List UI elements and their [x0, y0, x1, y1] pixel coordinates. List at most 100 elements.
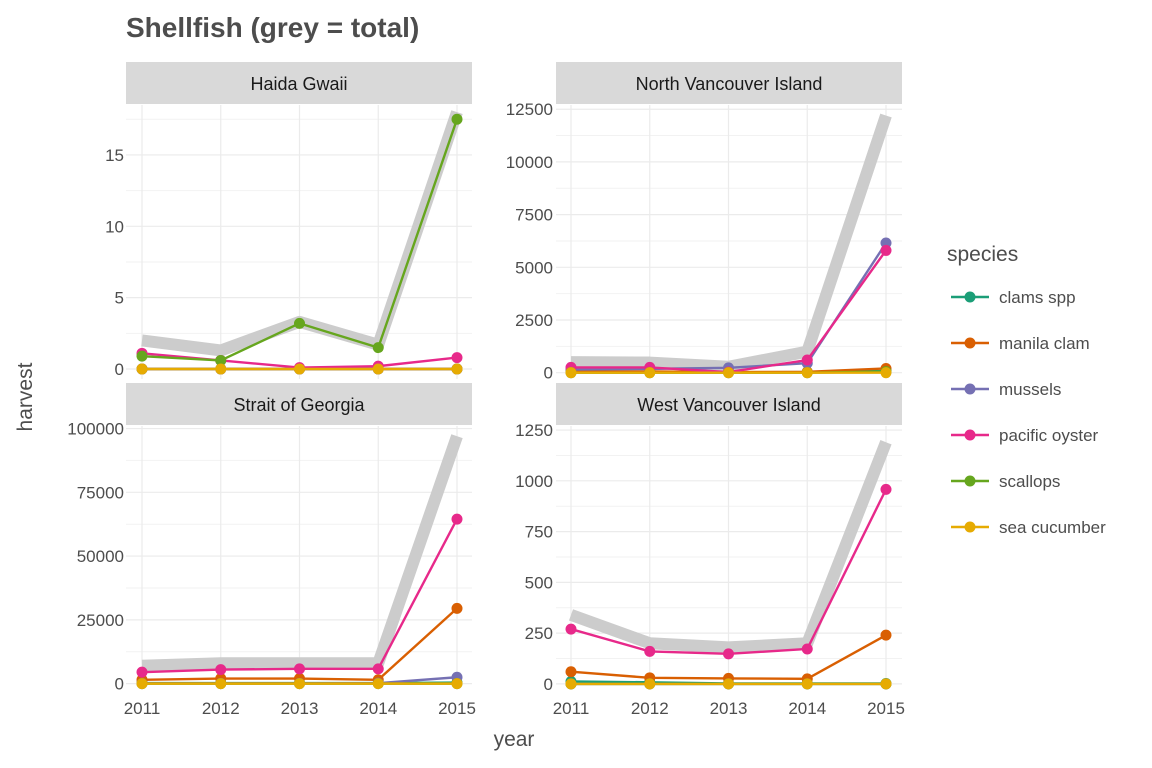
x-tick-label: 2013 [281, 699, 319, 718]
panel-strait-of-georgia: Strait of Georgia 0 25000 50000 75000 100000 2… [67, 383, 476, 718]
y-tick-label: 1250 [515, 421, 553, 440]
y-tick-label: 10000 [506, 153, 553, 172]
data-point-pacific-oyster [723, 648, 734, 660]
panel-west-vancouver-island: West Vancouver Island 0 250 500 750 1000 1250 2… [515, 383, 905, 718]
data-point-scallops [215, 354, 227, 366]
x-axis-title: year [494, 728, 535, 751]
data-point-sea-cucumber [215, 363, 227, 375]
data-point-sea-cucumber [294, 678, 305, 690]
data-point-pacific-oyster [880, 244, 892, 256]
x-tick-label: 2011 [124, 699, 161, 718]
data-point-sea-cucumber [801, 678, 813, 690]
x-tick-label: 2012 [631, 699, 669, 718]
data-point-scallops [294, 317, 305, 329]
data-point-sea-cucumber [723, 678, 734, 690]
y-tick-label: 25000 [77, 611, 124, 630]
y-tick-label: 100000 [67, 420, 124, 439]
legend-key-point [964, 337, 976, 349]
legend-item: mussels [951, 380, 1061, 399]
facet-label: West Vancouver Island [637, 395, 820, 415]
data-point-sea-cucumber [451, 678, 463, 690]
legend-item: manila clam [951, 334, 1090, 353]
data-point-sea-cucumber [215, 678, 227, 690]
total-line [568, 440, 892, 654]
data-point-pacific-oyster [451, 513, 463, 525]
facet-label: Haida Gwaii [250, 74, 347, 94]
facet-strip [126, 383, 472, 425]
y-tick-label: 2500 [515, 311, 553, 330]
data-point-sea-cucumber [565, 678, 577, 690]
data-point-pacific-oyster [451, 352, 463, 364]
legend-item: clams spp [951, 288, 1076, 307]
legend-label: pacific oyster [999, 426, 1099, 445]
y-tick-label: 500 [525, 573, 553, 592]
y-tick-label: 12500 [506, 100, 553, 119]
legend-item: sea cucumber [951, 518, 1106, 537]
legend-label: sea cucumber [999, 518, 1106, 537]
data-point-manila-clam [451, 602, 463, 614]
facet-strip [556, 383, 902, 425]
x-tick-label: 2013 [710, 699, 748, 718]
facet-strip [126, 62, 472, 104]
data-point-sea-cucumber [644, 367, 656, 379]
legend-item: pacific oyster [951, 426, 1099, 445]
facet-label: Strait of Georgia [233, 395, 365, 415]
x-tick-label: 2014 [359, 699, 397, 718]
panel-haida-gwaii: Haida Gwaii 0 5 10 15 [105, 62, 472, 379]
data-point-pacific-oyster [565, 623, 577, 635]
data-point-pacific-oyster [215, 664, 227, 676]
data-point-pacific-oyster [880, 483, 892, 495]
data-point-scallops [136, 350, 148, 362]
y-tick-label: 75000 [77, 483, 124, 502]
data-point-pacific-oyster [372, 663, 384, 675]
data-point-sea-cucumber [880, 367, 892, 379]
legend-label: scallops [999, 472, 1060, 491]
facet-strip [556, 62, 902, 104]
panel-north-vancouver-island: North Vancouver Island 0 2500 5000 7500 10000… [506, 62, 902, 383]
y-tick-label: 5 [115, 289, 124, 308]
legend-label: manila clam [999, 334, 1090, 353]
x-tick-label: 2015 [867, 699, 905, 718]
y-tick-label: 250 [525, 624, 553, 643]
x-tick-label: 2011 [553, 699, 590, 718]
data-point-pacific-oyster [801, 354, 813, 366]
data-point-manila-clam [565, 666, 577, 678]
x-tick-label: 2012 [202, 699, 240, 718]
facet-label: North Vancouver Island [636, 74, 823, 94]
legend-key-point [964, 521, 976, 533]
data-point-sea-cucumber [565, 367, 577, 379]
legend-key-point [964, 291, 976, 303]
data-point-manila-clam [880, 629, 892, 641]
data-point-scallops [372, 342, 384, 354]
data-point-sea-cucumber [880, 678, 892, 690]
y-axis-title: harvest [14, 362, 37, 431]
data-point-pacific-oyster [801, 643, 813, 655]
y-tick-label: 15 [105, 146, 124, 165]
legend-title: species [947, 243, 1018, 266]
data-point-sea-cucumber [801, 367, 813, 379]
data-point-pacific-oyster [294, 663, 305, 675]
y-tick-label: 0 [544, 364, 553, 383]
y-tick-label: 0 [115, 675, 124, 694]
y-tick-label: 10 [105, 217, 124, 236]
legend: species clams spp manila clam mussels pacif… [947, 243, 1106, 537]
data-point-sea-cucumber [644, 678, 656, 690]
data-point-sea-cucumber [136, 363, 148, 375]
legend-key-point [964, 475, 976, 487]
data-point-sea-cucumber [372, 363, 384, 375]
data-point-scallops [451, 113, 463, 125]
facet-panels: Haida Gwaii 0 5 10 15 North Vancouver Island 0… [67, 62, 905, 718]
y-tick-label: 750 [525, 523, 553, 542]
y-tick-label: 50000 [77, 547, 124, 566]
data-point-pacific-oyster [136, 666, 148, 678]
y-tick-label: 0 [544, 675, 553, 694]
data-point-sea-cucumber [451, 363, 463, 375]
legend-key-point [964, 429, 976, 441]
y-tick-label: 0 [115, 360, 124, 379]
legend-label: clams spp [999, 288, 1076, 307]
data-point-pacific-oyster [644, 645, 656, 657]
legend-label: mussels [999, 380, 1061, 399]
data-point-sea-cucumber [294, 363, 305, 375]
x-tick-label: 2014 [788, 699, 826, 718]
